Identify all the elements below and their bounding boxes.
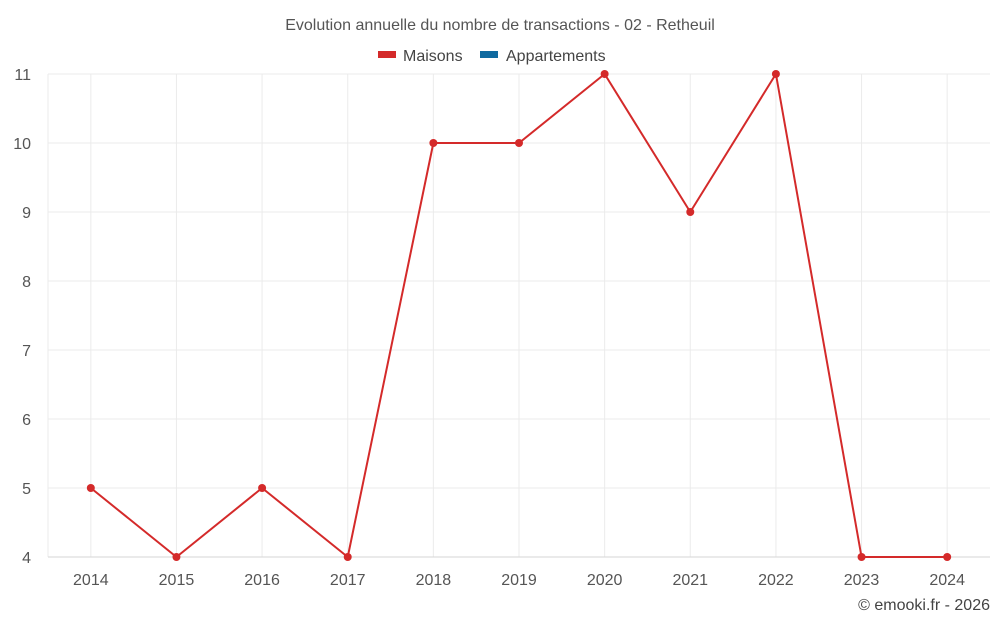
legend-item-maisons[interactable]: Maisons [378, 48, 463, 65]
data-point-maisons-2018[interactable] [429, 139, 438, 147]
y-tick-label: 10 [13, 136, 31, 153]
legend-item-appartements[interactable]: Appartements [480, 48, 606, 65]
x-tick-label: 2022 [758, 572, 794, 589]
x-tick-label: 2020 [587, 572, 623, 589]
series-layer [86, 70, 952, 561]
data-point-maisons-2023[interactable] [857, 553, 866, 561]
legend-swatch-appartements [480, 51, 498, 58]
y-tick-label: 4 [22, 550, 31, 567]
data-point-maisons-2015[interactable] [172, 553, 181, 561]
data-point-maisons-2024[interactable] [943, 553, 952, 561]
data-point-maisons-2016[interactable] [258, 484, 267, 492]
gridlines [48, 73, 990, 558]
y-tick-label: 7 [22, 343, 31, 360]
y-tick-label: 5 [22, 481, 31, 498]
y-tick-label: 6 [22, 412, 31, 429]
data-point-maisons-2019[interactable] [515, 139, 523, 147]
x-tick-label: 2014 [73, 572, 109, 589]
y-axis-ticks: 4 5 6 7 8 9 10 11 [13, 67, 31, 567]
legend[interactable]: Maisons Appartements [378, 48, 606, 65]
credit-text: © emooki.fr - 2026 [858, 597, 990, 614]
data-point-maisons-2014[interactable] [86, 484, 95, 492]
y-tick-label: 8 [22, 274, 31, 291]
y-tick-label: 11 [14, 67, 31, 84]
x-tick-label: 2023 [844, 572, 880, 589]
x-axis-ticks: 2014 2015 2016 2017 2018 2019 2020 2021 2022 2023… [73, 572, 965, 589]
legend-swatch-maisons [378, 51, 396, 58]
data-point-maisons-2017[interactable] [343, 553, 352, 561]
x-tick-label: 2015 [159, 572, 195, 589]
x-tick-label: 2021 [672, 572, 708, 589]
data-point-maisons-2021[interactable] [686, 208, 695, 216]
data-point-maisons-2020[interactable] [600, 70, 609, 78]
legend-label-appartements: Appartements [506, 48, 606, 65]
y-tick-label: 9 [22, 205, 31, 222]
x-tick-label: 2017 [330, 572, 366, 589]
axes [47, 74, 990, 558]
x-tick-label: 2018 [416, 572, 452, 589]
legend-label-maisons: Maisons [403, 48, 463, 65]
data-point-maisons-2022[interactable] [771, 70, 780, 78]
x-tick-label: 2019 [501, 572, 537, 589]
x-tick-label: 2024 [929, 572, 965, 589]
x-tick-label: 2016 [244, 572, 280, 589]
chart-title: Evolution annuelle du nombre de transact… [285, 17, 715, 34]
